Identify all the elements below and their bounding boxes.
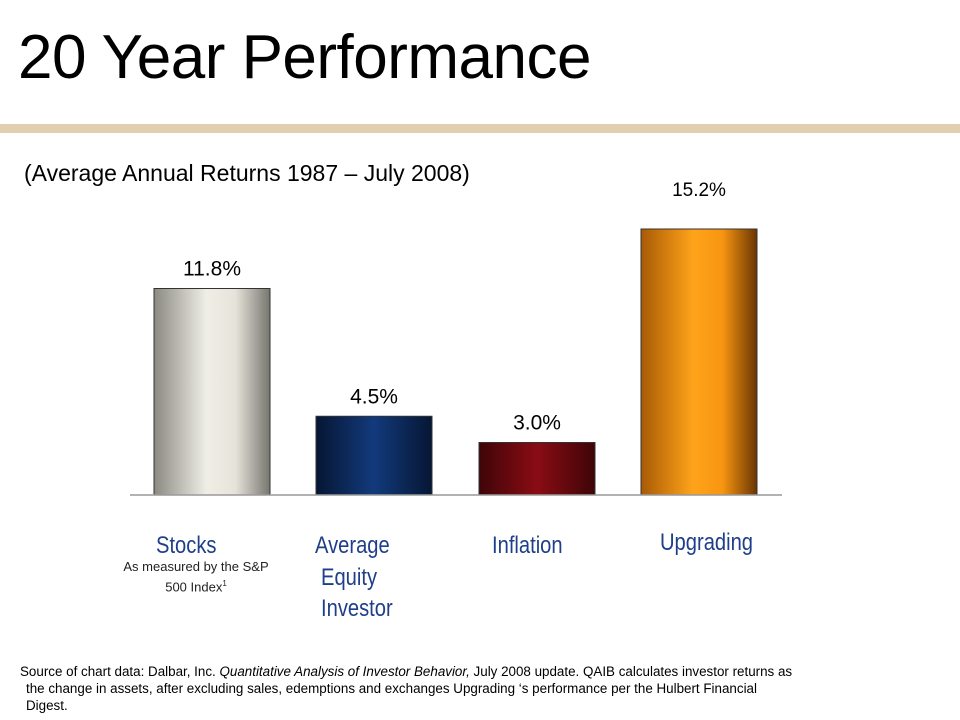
source-note: Source of chart data: Dalbar, Inc. Quant… [20, 663, 950, 714]
bar-inflation [478, 442, 596, 496]
source-rest: July 2008 update. QAIB calculates invest… [469, 664, 793, 679]
value-label-stocks: 11.8% [183, 258, 241, 281]
source-prefix: Source of chart data: Dalbar, Inc. [20, 664, 220, 679]
bar-stocks [153, 288, 271, 496]
source-line3: Digest. [26, 698, 68, 713]
page-title: 20 Year Performance [18, 23, 592, 92]
category-label-investor-line3: Investor [321, 595, 393, 622]
value-label-investor: 4.5% [350, 385, 398, 408]
title-divider [0, 124, 960, 133]
category-label-investor-line2: Equity [321, 564, 378, 591]
category-label-upgrading: Upgrading [660, 529, 754, 556]
chart-subtitle: (Average Annual Returns 1987 – July 2008… [24, 160, 470, 186]
category-label-stocks: Stocks [156, 532, 217, 559]
stocks-footnote-line1: As measured by the S&P [123, 559, 269, 574]
footnote-marker: 1 [222, 579, 227, 588]
source-line2: the change in assets, after excluding sa… [26, 681, 757, 696]
stocks-footnote-line2: 500 Index [165, 579, 223, 595]
value-label-inflation: 3.0% [513, 412, 561, 435]
bar-upgrading [640, 228, 758, 496]
source-title: Quantitative Analysis of Investor Behavi… [219, 664, 470, 679]
category-label-investor-line1: Average [315, 532, 390, 559]
value-label-upgrading: 15.2% [672, 180, 726, 201]
bar-investor [315, 415, 433, 496]
category-label-inflation: Inflation [492, 532, 563, 559]
stocks-footnote: As measured by the S&P 500 Index1 [96, 558, 296, 595]
